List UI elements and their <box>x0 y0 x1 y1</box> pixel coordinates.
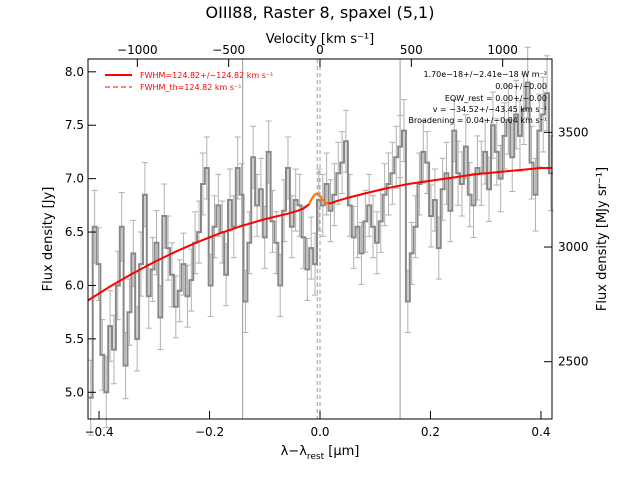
x2-tick-label: −1000 <box>117 43 158 57</box>
y2-tick-label: 3500 <box>558 125 589 139</box>
x-axis-label-unit: [μm] <box>324 444 359 459</box>
x2-tick-label: 500 <box>400 43 423 57</box>
annotation-flux: 1.70e−18+/−2.41e−18 W m⁻² <box>423 70 547 79</box>
y2-axis-label: Flux density [MJy sr⁻¹] <box>595 167 610 311</box>
x-tick-label: −0.2 <box>195 425 224 439</box>
annotation-broadening: Broadening = 0.04+/−0.04 km s⁻¹ <box>409 116 547 125</box>
x-tick-label: 0.0 <box>310 425 329 439</box>
y-axis-label: Flux density [Jy] <box>41 187 56 292</box>
x-tick-label: 0.2 <box>421 425 440 439</box>
x-tick-label: −0.4 <box>84 425 113 439</box>
x2-tick-label: 1000 <box>487 43 518 57</box>
y-tick-label: 7.0 <box>65 172 84 186</box>
y-tick-label: 5.0 <box>65 385 84 399</box>
spectrum-step-line <box>88 81 553 399</box>
x2-tick-label: 0 <box>316 43 324 57</box>
x-axis-label-main: λ−λ <box>281 444 308 459</box>
model-line-component <box>308 192 329 206</box>
x-axis-label-sub: rest <box>307 452 325 462</box>
legend-label-fwhm-th: FWHM_th=124.82 km s⁻¹ <box>140 83 241 92</box>
y2-tick-label: 3000 <box>558 240 589 254</box>
legend: FWHM=124.82+/−124.82 km s⁻¹ FWHM_th=124.… <box>105 71 273 92</box>
annotation-eqw: EQW_rest = 0.00+/−0.00 <box>445 94 547 103</box>
x-axis-label: λ−λrest [μm] <box>281 444 360 462</box>
legend-label-fwhm: FWHM=124.82+/−124.82 km s⁻¹ <box>140 71 273 80</box>
y-tick-label: 6.0 <box>65 278 84 292</box>
plot-area <box>87 46 554 436</box>
annotation-cont: 0.00+/−0.00 <box>495 82 547 91</box>
annotation-velocity: v = −34.52+/−43.45 km s⁻¹ <box>433 105 547 114</box>
y-tick-label: 7.5 <box>65 118 84 132</box>
y-tick-label: 5.5 <box>65 332 84 346</box>
chart-title: OIII88, Raster 8, spaxel (5,1) <box>206 3 435 22</box>
x2-tick-label: −500 <box>212 43 245 57</box>
axes: −0.4 −0.2 0.0 0.2 0.4 5.0 5.5 6.0 6.5 7.0 7.5 8.0 −1… <box>65 43 589 439</box>
x-tick-label: 0.4 <box>531 425 550 439</box>
y-tick-label: 8.0 <box>65 65 84 79</box>
fit-annotations: 1.70e−18+/−2.41e−18 W m⁻² 0.00+/−0.00 EQ… <box>409 70 547 125</box>
x2-axis-label: Velocity [km s⁻¹] <box>266 32 374 47</box>
y-tick-label: 6.5 <box>65 225 84 239</box>
y2-tick-label: 2500 <box>558 355 589 369</box>
